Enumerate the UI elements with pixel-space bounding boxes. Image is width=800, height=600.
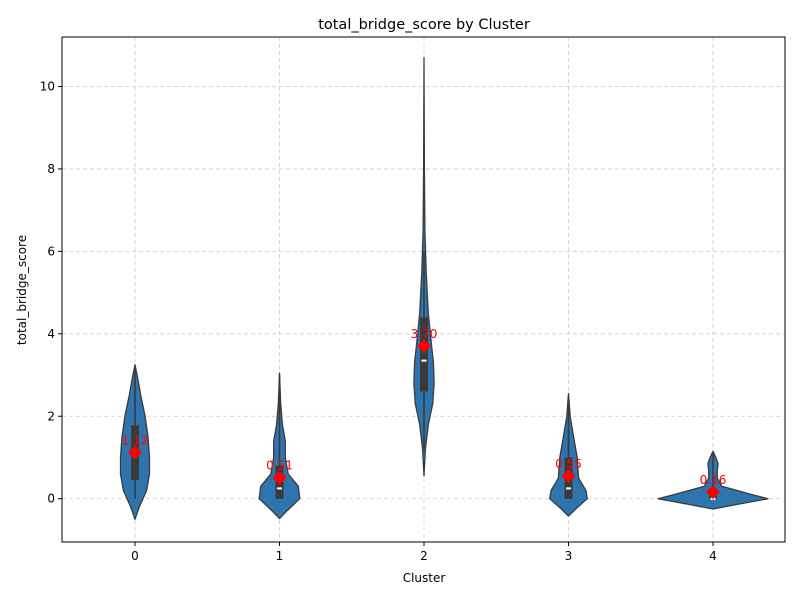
x-tick-label: 2 — [420, 549, 428, 563]
violin-median — [277, 487, 282, 490]
mean-marker — [417, 339, 431, 354]
y-tick-label: 2 — [47, 409, 55, 423]
mean-marker — [128, 445, 142, 460]
tick-layer: 0 2 4 6 8 10 0 1 2 3 4 — [40, 79, 717, 563]
y-tick-label: 6 — [47, 244, 55, 258]
violin-median — [421, 359, 427, 362]
mean-value-label: 0.51 — [266, 459, 293, 473]
x-tick-label: 4 — [709, 549, 717, 563]
mean-value-label: 1.12 — [122, 434, 149, 448]
y-tick-label: 10 — [40, 79, 55, 93]
mean-value-label: 0.55 — [555, 457, 582, 471]
y-axis-label: total_bridge_score — [15, 235, 29, 345]
mean-layer: 1.12 0.51 3.70 0.55 0.16 — [122, 327, 727, 500]
chart-title: total_bridge_score by Cluster — [318, 17, 530, 33]
x-tick-label: 0 — [131, 549, 139, 563]
y-tick-label: 8 — [47, 162, 55, 176]
mean-marker — [706, 485, 720, 500]
mean-value-label: 3.70 — [411, 327, 438, 341]
grid-layer — [62, 37, 785, 542]
violin-median — [566, 487, 571, 490]
y-tick-label: 0 — [47, 492, 55, 506]
x-tick-label: 3 — [565, 549, 573, 563]
y-tick-label: 4 — [47, 327, 55, 341]
violin-iqr-box — [420, 317, 428, 392]
x-tick-label: 1 — [276, 549, 284, 563]
x-axis-label: Cluster — [403, 571, 446, 585]
mean-value-label: 0.16 — [700, 473, 727, 487]
mean-marker — [561, 469, 576, 484]
mean-marker — [272, 470, 287, 485]
